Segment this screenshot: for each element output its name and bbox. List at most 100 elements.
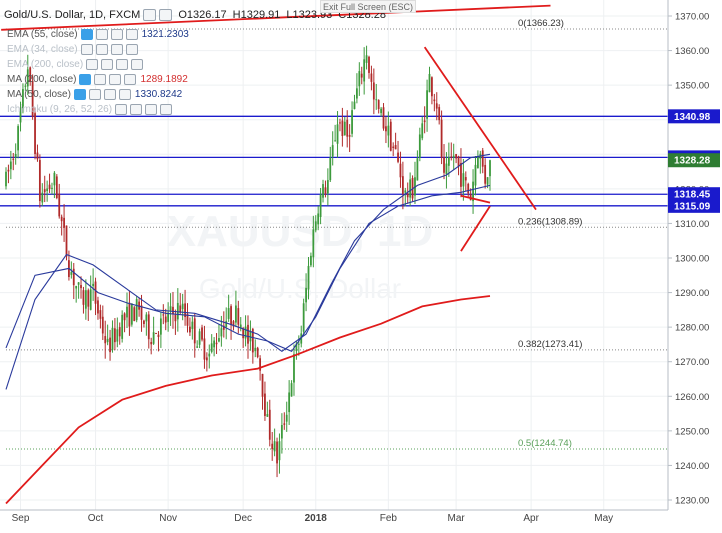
settings-icon[interactable] <box>95 44 108 55</box>
more-icon[interactable] <box>125 44 138 55</box>
candle-body <box>276 441 278 464</box>
trendline <box>460 194 491 204</box>
candle-body <box>31 81 34 117</box>
close-icon[interactable] <box>110 44 123 55</box>
close-icon[interactable] <box>145 104 158 115</box>
eye-icon[interactable] <box>143 9 157 21</box>
time-tick-label: Nov <box>159 513 177 524</box>
candle-body <box>5 171 7 187</box>
candle-body <box>421 123 424 139</box>
candle-body <box>356 88 358 99</box>
settings-icon[interactable] <box>88 89 101 100</box>
settings-icon[interactable] <box>101 59 114 70</box>
candle-body <box>293 354 295 383</box>
candle-body <box>145 314 148 322</box>
high-value: H1329.91 <box>232 9 281 21</box>
level-price-label: 1315.09 <box>674 201 711 212</box>
candle-body <box>7 169 10 172</box>
close-icon[interactable] <box>110 29 123 40</box>
eye-icon[interactable] <box>80 44 93 55</box>
candle-body <box>261 373 264 397</box>
fibonacci-levels: 0(1366.23) 0.236(1308.89) 0.382(1273.41) 0.… <box>6 18 668 450</box>
candle-body <box>9 161 12 170</box>
candle-body <box>283 423 286 425</box>
candle-body <box>382 107 385 129</box>
candle-body <box>460 162 462 187</box>
candle-body <box>157 334 160 338</box>
candle-body <box>155 332 157 334</box>
candle-body <box>319 194 322 218</box>
candle-body <box>43 189 46 193</box>
candle-body <box>418 134 421 158</box>
more-icon[interactable] <box>118 89 131 100</box>
candle-body <box>351 110 353 134</box>
candle-body <box>302 303 305 332</box>
candle-body <box>305 287 307 303</box>
trendline <box>460 205 491 252</box>
candle-body <box>196 346 199 348</box>
settings-icon[interactable] <box>130 104 143 115</box>
close-icon[interactable] <box>109 74 122 85</box>
settings-icon[interactable] <box>159 9 173 21</box>
candle-body <box>271 443 274 450</box>
last-price-label-bg <box>668 153 720 168</box>
candle-body <box>472 181 474 202</box>
eye-icon[interactable] <box>79 74 92 85</box>
candle-body <box>184 303 186 317</box>
ma-50-line <box>5 153 491 390</box>
candle-body <box>179 305 182 313</box>
candle-body <box>278 441 281 461</box>
candle-body <box>75 285 78 289</box>
more-icon[interactable] <box>160 104 173 115</box>
candle-body <box>34 113 36 154</box>
symbol-title[interactable]: Gold/U.S. Dollar, 1D, FXCM <box>4 9 141 21</box>
candle-body <box>222 325 225 330</box>
indicator-row[interactable]: EMA (55, close) 1321.2303 <box>7 28 189 41</box>
candle-body <box>92 283 95 287</box>
candle-body <box>48 184 51 190</box>
eye-icon[interactable] <box>115 104 128 115</box>
close-icon[interactable] <box>103 89 116 100</box>
candle-body <box>365 55 368 63</box>
candle-body <box>147 314 150 340</box>
more-icon[interactable] <box>125 29 138 40</box>
level-price-label-bg <box>668 109 720 124</box>
indicator-row[interactable]: EMA (34, close) <box>7 43 138 56</box>
candle-body <box>14 154 17 158</box>
indicator-row[interactable]: EMA (200, close) <box>7 58 144 71</box>
candle-body <box>150 342 153 345</box>
candle-body <box>213 340 216 348</box>
open-value: O1326.17 <box>178 9 227 21</box>
candle-body <box>445 163 448 174</box>
candle-body <box>235 305 237 323</box>
eye-icon[interactable] <box>73 89 86 100</box>
candle-body <box>481 150 484 167</box>
indicator-row[interactable]: MA (200, close) 1289.1892 <box>7 73 188 86</box>
candle-body <box>19 111 22 123</box>
indicator-row[interactable]: MA (50, close) 1330.8242 <box>7 88 182 101</box>
candle-body <box>201 327 203 340</box>
indicator-row[interactable]: Ichimoku (9, 26, 52, 26) <box>7 103 173 116</box>
price-tick-label: 1300.00 <box>675 254 709 265</box>
close-icon[interactable] <box>116 59 129 70</box>
settings-icon[interactable] <box>94 74 107 85</box>
eye-icon[interactable] <box>86 59 99 70</box>
settings-icon[interactable] <box>95 29 108 40</box>
candle-body <box>143 320 145 324</box>
eye-icon[interactable] <box>80 29 93 40</box>
candle-body <box>46 188 49 192</box>
candle-body <box>484 164 487 184</box>
price-tick-label: 1230.00 <box>675 496 709 507</box>
candle-body <box>210 343 213 352</box>
indicator-label: MA (50, close) <box>7 89 71 100</box>
candle-body <box>225 320 228 328</box>
trendlines <box>1 4 551 252</box>
exit-fullscreen-button[interactable]: Exit Full Screen (ESC) <box>320 0 416 13</box>
more-icon[interactable] <box>124 74 137 85</box>
candle-body <box>123 313 126 321</box>
indicator-label: EMA (55, close) <box>7 29 78 40</box>
candle-body <box>452 155 455 158</box>
more-icon[interactable] <box>131 59 144 70</box>
